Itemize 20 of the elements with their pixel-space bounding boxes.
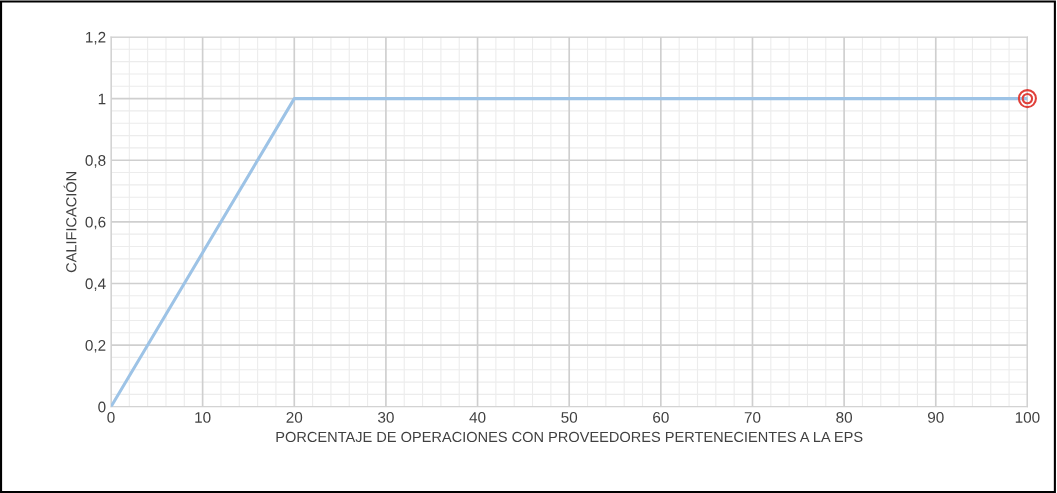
x-tick-label: 100 xyxy=(1015,411,1040,423)
x-tick-label: 70 xyxy=(744,411,761,423)
x-tick-label: 80 xyxy=(836,411,853,423)
y-axis-title: CALIFICACIÓN xyxy=(63,171,77,273)
x-axis-title: PORCENTAJE DE OPERACIONES CON PROVEEDORES PERTENECIENTES A LA EPS xyxy=(276,431,863,443)
x-tick-label: 30 xyxy=(378,411,394,423)
x-tick-label: 0 xyxy=(107,411,115,423)
x-tick-label: 90 xyxy=(927,411,944,423)
y-tick-label: 1 xyxy=(98,93,106,105)
x-tick-label: 50 xyxy=(561,411,578,423)
y-tick-label: 0 xyxy=(98,401,106,413)
y-tick-label: 0,4 xyxy=(85,278,106,291)
x-tick-label: 20 xyxy=(286,411,303,423)
y-tick-label: 0,6 xyxy=(85,216,106,230)
y-tick-label: 0,2 xyxy=(85,339,106,353)
x-tick-label: 10 xyxy=(195,411,211,423)
x-tick-label: 40 xyxy=(469,411,486,423)
y-tick-label: 1,2 xyxy=(86,31,106,45)
y-tick-label: 0,8 xyxy=(85,155,106,168)
x-tick-label: 60 xyxy=(653,411,669,423)
